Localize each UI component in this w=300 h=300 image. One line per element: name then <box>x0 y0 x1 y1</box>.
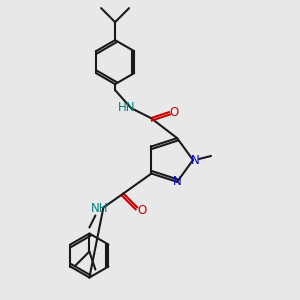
Text: NH: NH <box>91 202 108 215</box>
Text: HN: HN <box>118 100 136 114</box>
Text: O: O <box>138 204 147 217</box>
Text: N: N <box>190 154 200 166</box>
Text: O: O <box>169 106 179 118</box>
Text: N: N <box>173 176 182 188</box>
